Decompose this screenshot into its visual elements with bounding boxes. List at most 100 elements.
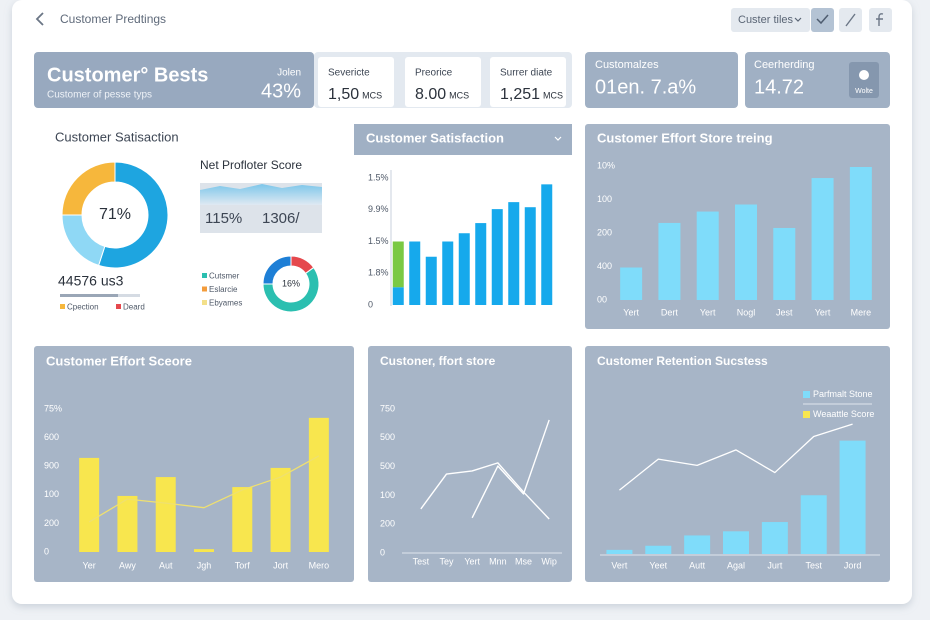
x-tick-label: Vert	[611, 560, 628, 570]
x-tick-label: Yert	[815, 307, 831, 317]
bar	[458, 233, 470, 305]
legend-label: Eslarcie	[209, 285, 238, 294]
y-tick-label: 1.5%	[368, 172, 389, 182]
line-series	[471, 419, 550, 519]
bar	[696, 211, 719, 300]
bar	[800, 495, 827, 554]
page-title: Customer Predtings	[60, 12, 166, 26]
legend-swatch	[202, 286, 207, 292]
kpi-side-card	[585, 52, 738, 108]
chart-title: Customer Effort Store treing	[597, 130, 773, 145]
bar	[155, 477, 176, 552]
nps-right: 1306/	[262, 210, 300, 227]
bar	[773, 227, 796, 300]
kpi-metric-value: 1,50	[328, 86, 359, 103]
progress-fill	[60, 294, 118, 297]
legend-swatch	[202, 273, 207, 278]
chart-title: Customer Effort Sceore	[46, 353, 192, 368]
y-tick-label: 100	[380, 490, 395, 500]
x-tick-label: Yert	[464, 556, 480, 566]
x-tick-label: Mere	[851, 307, 872, 317]
kpi-main-title: Customer° Bests	[47, 64, 208, 86]
check-icon	[816, 14, 829, 25]
donut-segment	[262, 255, 292, 285]
y-tick-label: 200	[597, 227, 612, 237]
y-tick-label: 200	[44, 518, 59, 528]
dropdown-chevron	[794, 17, 802, 22]
bar	[232, 487, 253, 552]
y-tick-label: 900	[44, 461, 59, 471]
filter-button[interactable]	[731, 8, 810, 32]
donut-caption: 44576 us3	[58, 273, 124, 289]
x-tick-label: Test	[413, 556, 430, 566]
kpi-action-icon	[859, 70, 869, 80]
kpi-metric-label: Preorice	[415, 68, 453, 79]
bar	[620, 267, 643, 300]
chart-title: Customer Satisfaction	[366, 130, 504, 145]
x-tick-label: Nogl	[737, 307, 756, 317]
kpi-side-value: 14.72	[754, 76, 804, 98]
y-tick-label: 500	[380, 461, 395, 471]
x-tick-label: Tey	[439, 556, 454, 566]
bar	[508, 202, 520, 305]
x-tick-label: Jort	[273, 560, 289, 570]
legend-swatch	[803, 411, 810, 418]
kpi-metric-unit: MCS	[543, 90, 563, 100]
y-tick-label: 1.8%	[368, 268, 389, 278]
x-tick-label: Jgh	[197, 560, 212, 570]
kpi-metric-label: Surrer diate	[500, 68, 553, 79]
y-tick-label: 75%	[44, 403, 62, 413]
y-tick-label: 100	[597, 194, 612, 204]
bar	[684, 535, 711, 554]
back-button[interactable]	[35, 12, 44, 26]
x-tick-label: Yeet	[649, 560, 667, 570]
bar	[442, 241, 454, 305]
bar	[270, 467, 291, 552]
y-tick-label: 500	[380, 432, 395, 442]
nps-sparkline	[200, 184, 322, 205]
x-tick-label: Yert	[700, 307, 716, 317]
bar	[79, 457, 100, 552]
panel-header	[354, 124, 572, 155]
kpi-main-subtitle: Customer of pesse typs	[47, 90, 152, 101]
x-tick-label: Aut	[159, 560, 173, 570]
legend-swatch	[60, 304, 65, 309]
x-tick-label: Autt	[689, 560, 706, 570]
y-tick-label: 10%	[597, 160, 615, 170]
filter-button-label: Custer tiles	[738, 14, 794, 26]
chart-title: Net Profloter Score	[200, 158, 302, 172]
nps-left: 115%	[205, 210, 242, 227]
line-series	[619, 423, 853, 491]
kpi-action-label: Wolte	[855, 88, 873, 95]
chart-title: Customer Satisaction	[55, 129, 179, 144]
x-tick-label: Agal	[727, 560, 745, 570]
x-tick-label: Mero	[309, 560, 330, 570]
kpi-metric-card	[405, 57, 481, 107]
line-series	[420, 462, 550, 520]
x-tick-label: Wip	[541, 556, 557, 566]
bar	[811, 178, 834, 300]
bar	[392, 241, 404, 288]
kpi-metric-unit: MCS	[449, 90, 469, 100]
bar	[839, 440, 866, 554]
line-series	[88, 455, 320, 523]
chart-title: Customer Retention Sucstess	[597, 354, 768, 368]
donut-segment	[97, 161, 169, 269]
y-tick-label: 0	[44, 546, 49, 556]
y-tick-label: 400	[597, 261, 612, 271]
bar	[117, 495, 138, 552]
legend-swatch	[202, 300, 207, 305]
panel-dropdown[interactable]	[554, 136, 562, 141]
confirm-button[interactable]	[811, 8, 834, 32]
legend-label: Ebyames	[209, 299, 242, 308]
legend-label: Cpection	[67, 303, 99, 312]
share-button[interactable]	[869, 8, 892, 32]
chart-title: Custoner, ffort store	[380, 354, 496, 368]
bar	[645, 545, 672, 554]
bar	[425, 256, 437, 305]
y-tick-label: 750	[380, 403, 395, 413]
kpi-side-label: Ceerherding	[754, 59, 815, 71]
panel	[368, 346, 572, 582]
kpi-side-value: 01en. 7.a%	[595, 76, 696, 98]
